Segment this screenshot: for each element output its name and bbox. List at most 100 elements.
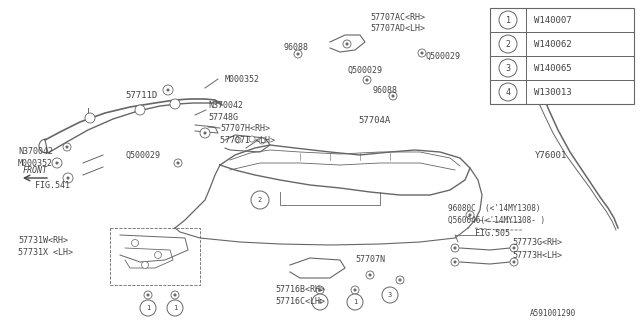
Text: 1: 1 [173,305,177,311]
Circle shape [177,162,179,164]
Circle shape [235,137,241,143]
Text: FRONT: FRONT [22,165,47,174]
Text: W140062: W140062 [534,39,572,49]
Circle shape [67,177,69,179]
Text: 57707N: 57707N [355,255,385,265]
Circle shape [499,35,517,53]
Text: 57707AC<RH>: 57707AC<RH> [370,12,425,21]
Circle shape [131,239,138,246]
Circle shape [418,49,426,57]
Circle shape [141,261,148,268]
Circle shape [144,291,152,299]
Text: Y76001: Y76001 [535,150,567,159]
Circle shape [513,247,515,249]
Circle shape [297,53,300,55]
Circle shape [170,99,180,109]
Circle shape [204,132,206,134]
Text: W140007: W140007 [534,15,572,25]
Text: 1: 1 [146,305,150,311]
Circle shape [354,289,356,291]
Circle shape [154,252,161,259]
Circle shape [163,85,173,95]
Text: Q500029: Q500029 [347,66,382,75]
Circle shape [171,291,179,299]
Circle shape [140,300,156,316]
Text: FIG.541: FIG.541 [35,180,70,189]
Text: A591001290: A591001290 [530,308,576,317]
Circle shape [454,247,456,249]
Bar [490,8,634,104]
Circle shape [147,294,149,296]
Circle shape [469,214,471,216]
Circle shape [513,261,515,263]
Text: 57707H<RH>: 57707H<RH> [220,124,270,132]
Circle shape [510,258,518,266]
Circle shape [451,258,459,266]
Text: Q560046(<'14MY1308- ): Q560046(<'14MY1308- ) [448,215,545,225]
Circle shape [499,83,517,101]
Text: 3: 3 [506,63,511,73]
Text: 57711D: 57711D [125,91,157,100]
Text: 57731X <LH>: 57731X <LH> [18,247,73,257]
Text: 1: 1 [353,299,357,305]
Circle shape [454,261,456,263]
Circle shape [363,76,371,84]
Circle shape [63,143,71,151]
Circle shape [135,105,145,115]
Circle shape [66,146,68,148]
Circle shape [466,211,474,219]
Text: 4: 4 [506,87,511,97]
Text: N370042: N370042 [208,100,243,109]
Text: 57716C<LH>: 57716C<LH> [275,298,325,307]
Circle shape [369,274,371,276]
Circle shape [56,162,58,164]
Circle shape [389,92,397,100]
Text: 96088: 96088 [372,85,397,94]
Text: 96088: 96088 [283,43,308,52]
Circle shape [499,11,517,29]
Circle shape [294,50,302,58]
Circle shape [343,40,351,48]
Text: 57773G<RH>: 57773G<RH> [512,237,562,246]
Circle shape [421,52,423,54]
Text: Q500029: Q500029 [425,52,460,60]
Circle shape [167,300,183,316]
Circle shape [259,138,265,144]
Text: 4: 4 [318,299,322,305]
Text: N370042: N370042 [18,147,53,156]
Text: W140065: W140065 [534,63,572,73]
Circle shape [174,159,182,167]
Circle shape [251,191,269,209]
Text: W130013: W130013 [534,87,572,97]
Circle shape [167,89,169,91]
Circle shape [366,79,368,81]
Text: 57773H<LH>: 57773H<LH> [512,251,562,260]
Circle shape [249,136,255,142]
Circle shape [200,128,210,138]
Circle shape [63,173,73,183]
Text: FIG.505: FIG.505 [475,228,510,237]
Circle shape [347,294,363,310]
Text: 57707AD<LH>: 57707AD<LH> [370,23,425,33]
Circle shape [366,271,374,279]
Circle shape [312,294,328,310]
Text: M000352: M000352 [18,158,53,167]
Circle shape [319,289,321,291]
Text: 57704A: 57704A [358,116,390,124]
Text: 2: 2 [258,197,262,203]
Text: 57748G: 57748G [208,113,238,122]
Text: M000352: M000352 [225,75,260,84]
Text: 1: 1 [506,15,511,25]
Text: 2: 2 [506,39,511,49]
Text: 57716B<RH>: 57716B<RH> [275,285,325,294]
Circle shape [346,43,348,45]
Circle shape [392,95,394,97]
Circle shape [399,279,401,281]
Circle shape [351,286,359,294]
Circle shape [52,158,62,168]
Circle shape [382,287,398,303]
Circle shape [396,276,404,284]
Text: 57707I <LH>: 57707I <LH> [220,135,275,145]
Circle shape [510,244,518,252]
Circle shape [451,244,459,252]
